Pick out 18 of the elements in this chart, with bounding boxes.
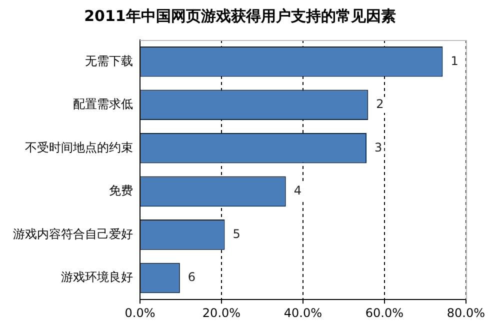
annotation: 6	[188, 270, 196, 284]
y-tick-label: 配置需求低	[73, 97, 133, 112]
annotation: 2	[376, 97, 384, 112]
y-tick-label: 免费	[109, 184, 133, 198]
y-tick-label: 游戏环境良好	[61, 270, 133, 284]
chart-title: 2011年中国网页游戏获得用户支持的常见因素	[84, 6, 396, 25]
annotation: 5	[232, 226, 240, 241]
y-tick-label: 无需下载	[85, 54, 133, 68]
annotation: 1	[450, 54, 458, 68]
y-tick-label: 不受时间地点的约束	[25, 140, 133, 154]
x-tick-label: 20.0%	[202, 306, 241, 320]
annotation: 4	[294, 184, 302, 198]
x-tick-label: 80.0%	[446, 306, 485, 320]
y-tick-label: 游戏内容符合自己爱好	[13, 226, 133, 241]
x-tick-label: 40.0%	[284, 306, 322, 320]
x-tick-label: 0.0%	[124, 306, 156, 320]
annotation: 3	[374, 140, 382, 154]
x-tick-label: 60.0%	[365, 306, 404, 320]
